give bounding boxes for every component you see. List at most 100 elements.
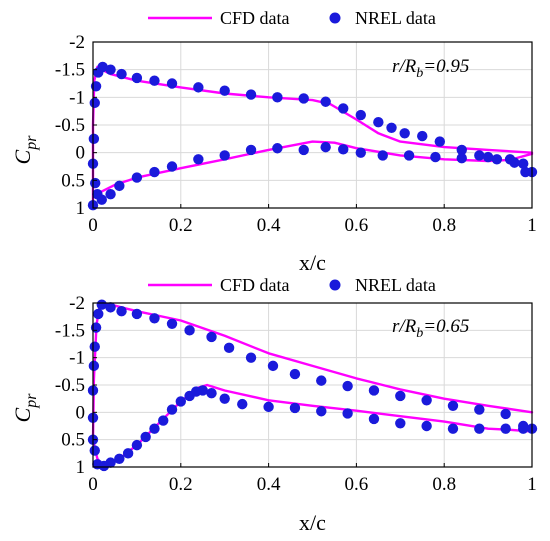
- nrel-data-point: [237, 398, 248, 410]
- nrel-data-point: [114, 180, 125, 192]
- nrel-data-point: [474, 150, 485, 161]
- nrel-data-point: [272, 143, 283, 154]
- nrel-data-point: [131, 308, 143, 320]
- x-tick-label: 0.4: [257, 474, 281, 495]
- x-tick-label: 0.8: [432, 215, 456, 236]
- nrel-data-point: [193, 82, 204, 93]
- nrel-data-point: [342, 380, 353, 392]
- x-tick-label: 0.6: [345, 474, 369, 495]
- nrel-data-point: [272, 92, 283, 103]
- x-tick-label: 0.4: [257, 215, 281, 236]
- nrel-data-point: [245, 144, 257, 156]
- nrel-data-point: [263, 401, 274, 413]
- nrel-data-point: [105, 188, 116, 200]
- nrel-data-point: [504, 154, 516, 165]
- x-tick-label: 1: [527, 474, 537, 495]
- legend-nrel-label: NREL data: [355, 8, 436, 28]
- nrel-data-point: [206, 331, 217, 343]
- chart-panel-bottom: 0 0.2 0.4 0.6 0.8 1 -2 -1.5 -1 -0.5 0 0.5 1 x/c Cpr r/R…: [10, 275, 538, 535]
- nrel-data-point: [368, 385, 380, 396]
- x-tick-label: 0.6: [345, 215, 369, 236]
- nrel-data-point: [105, 457, 116, 468]
- nrel-data-point: [105, 302, 116, 313]
- nrel-data-point: [166, 318, 178, 329]
- nrel-data-point: [89, 177, 101, 189]
- nrel-data-point: [482, 151, 494, 163]
- x-tick-label: 0.2: [169, 474, 193, 495]
- nrel-data-point: [399, 128, 410, 139]
- nrel-data-point: [395, 390, 406, 402]
- nrel-data-point: [377, 150, 388, 161]
- nrel-data-point: [223, 342, 235, 354]
- nrel-data-point: [417, 130, 428, 142]
- nrel-data-point: [316, 406, 327, 417]
- nrel-data-point: [88, 360, 100, 372]
- y-tick-label: 0: [76, 143, 86, 164]
- radius-annotation: r/Rb=0.95: [392, 56, 469, 81]
- radius-annotation: r/Rb=0.65: [392, 316, 469, 341]
- nrel-data-point: [386, 122, 397, 133]
- y-tick-label: 1: [76, 198, 86, 219]
- nrel-data-point: [245, 352, 257, 363]
- nrel-data-point: [122, 448, 134, 459]
- nrel-data-point: [206, 388, 217, 399]
- nrel-data-point: [219, 393, 230, 404]
- y-tick-label: -2: [69, 32, 85, 53]
- nrel-data-point: [96, 299, 107, 310]
- nrel-data-point: [89, 445, 100, 456]
- nrel-data-point: [474, 423, 485, 434]
- y-tick-label: -0.5: [55, 375, 85, 396]
- nrel-data-point: [447, 400, 459, 411]
- nrel-data-point: [395, 418, 406, 429]
- x-tick-label: 0: [88, 474, 98, 495]
- nrel-data-point: [197, 385, 208, 396]
- nrel-data-point: [131, 72, 143, 84]
- nrel-data-point: [500, 408, 511, 420]
- cfd-line-segment: [91, 65, 534, 204]
- legend-nrel-swatch: [329, 12, 341, 24]
- nrel-data-point: [89, 341, 100, 352]
- nrel-data-point: [320, 141, 331, 153]
- nrel-data-point: [131, 172, 143, 183]
- legend-nrel-swatch: [329, 279, 341, 291]
- x-tick-label: 0.8: [432, 474, 456, 495]
- nrel-data-point: [355, 147, 366, 158]
- y-tick-label: 0.5: [61, 170, 85, 191]
- y-tick-label: -0.5: [55, 115, 85, 136]
- nrel-data-point: [116, 306, 127, 317]
- nrel-data-point: [193, 154, 204, 165]
- nrel-data-point: [320, 96, 331, 107]
- nrel-data-point: [89, 97, 100, 109]
- nrel-data-point: [116, 68, 127, 80]
- nrel-data-point: [316, 375, 327, 386]
- nrel-data-point: [219, 150, 230, 161]
- nrel-data-point: [289, 368, 301, 380]
- nrel-data-point: [97, 61, 108, 73]
- chart-panel-top: 0 0.2 0.4 0.6 0.8 1 -2 -1.5 -1 -0.5 0 0.5 1 x/c Cpr r/R…: [10, 8, 538, 275]
- nrel-data-point: [184, 325, 195, 336]
- nrel-data-point: [166, 161, 178, 172]
- nrel-data-point: [149, 166, 160, 178]
- y-tick-label: 1: [76, 457, 86, 478]
- nrel-data-point: [245, 89, 257, 100]
- nrel-data-point: [430, 151, 441, 163]
- nrel-data-point: [96, 194, 107, 205]
- nrel-data-point: [421, 395, 432, 406]
- y-axis-label: Cpr: [10, 135, 40, 165]
- nrel-data-point: [149, 313, 160, 324]
- y-tick-label: -2: [69, 293, 85, 314]
- nrel-data-point: [342, 408, 353, 419]
- nrel-data-point: [175, 396, 186, 407]
- y-axis-label: Cpr: [10, 393, 40, 423]
- nrel-data-point: [355, 109, 366, 121]
- nrel-data-point: [368, 413, 380, 425]
- nrel-data-point: [93, 308, 104, 320]
- nrel-data-point: [131, 439, 143, 451]
- cfd-line-segment: [91, 383, 534, 466]
- nrel-data-point: [456, 144, 467, 156]
- legend-nrel-label: NREL data: [355, 275, 436, 295]
- nrel-data-point: [219, 85, 230, 96]
- nrel-data-point: [158, 415, 169, 426]
- nrel-data-point: [88, 133, 100, 145]
